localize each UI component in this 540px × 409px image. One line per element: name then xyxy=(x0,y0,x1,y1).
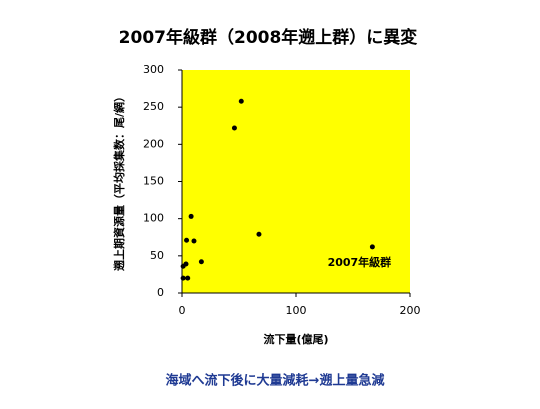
y-tick-label: 100 xyxy=(143,212,164,225)
y-tick-label: 50 xyxy=(150,249,164,262)
plot-area xyxy=(182,70,410,293)
x-tick-label: 0 xyxy=(179,304,186,317)
point xyxy=(256,231,262,237)
x-tick-label: 100 xyxy=(286,304,307,317)
chart-title: 2007年級群（2008年遡上群）に異変 xyxy=(119,27,418,48)
y-tick-label: 150 xyxy=(143,175,164,188)
point xyxy=(188,213,194,219)
point xyxy=(183,261,189,267)
point xyxy=(369,244,375,250)
y-tick-label: 200 xyxy=(143,137,164,150)
point xyxy=(198,259,204,265)
y-tick-label: 0 xyxy=(157,286,164,299)
y-tick-label: 250 xyxy=(143,100,164,113)
point xyxy=(191,238,197,244)
y-axis-label: 遡上期資源量（平均採集数：尾/網） xyxy=(112,91,126,271)
point xyxy=(180,275,186,281)
annotation: 2007年級群 xyxy=(328,255,392,269)
point xyxy=(184,237,190,243)
y-tick-label: 300 xyxy=(143,63,164,76)
x-tick-label: 200 xyxy=(400,304,421,317)
point xyxy=(231,125,237,131)
point xyxy=(185,275,191,281)
x-axis-label: 流下量(億尾) xyxy=(263,332,328,346)
footer: 海域へ流下後に大量減耗→遡上量急減 xyxy=(166,373,385,389)
point xyxy=(238,98,244,104)
